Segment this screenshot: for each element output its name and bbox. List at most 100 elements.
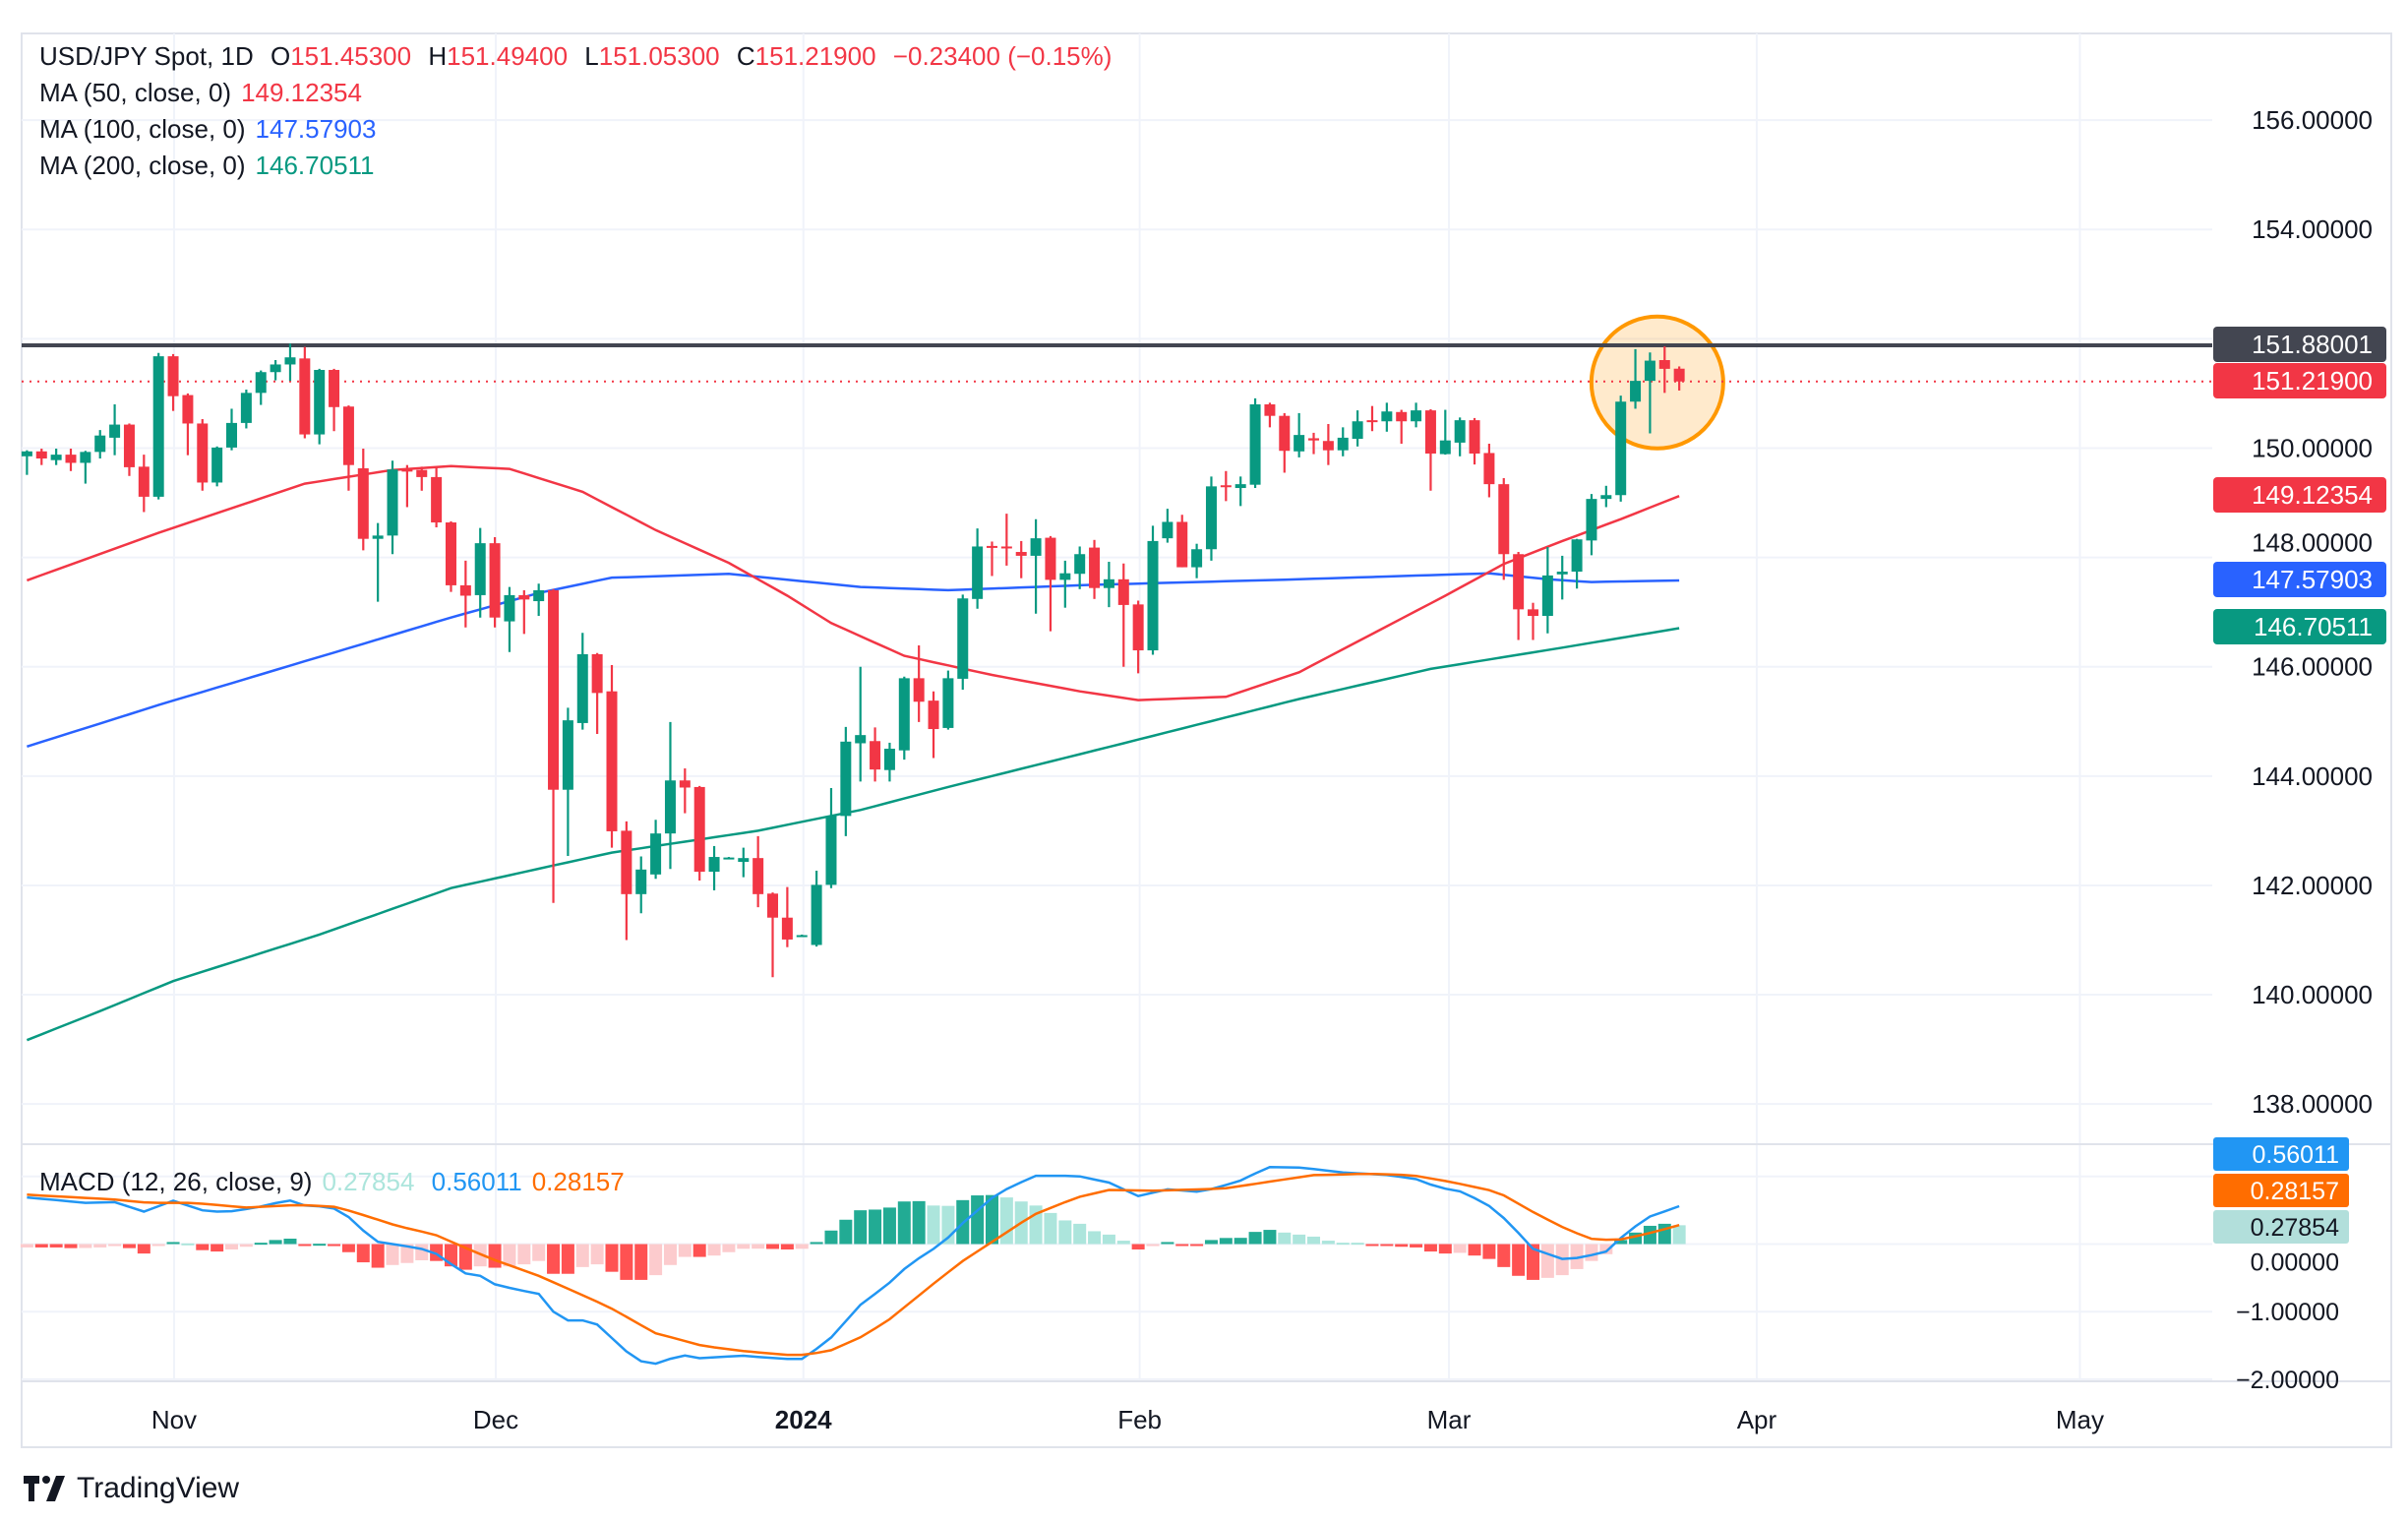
candle-body [167,356,179,396]
candle [1411,402,1422,428]
candle-body [1045,537,1056,580]
candle-body [781,917,793,940]
badge-histogram-text: 0.27854 [2251,1214,2339,1242]
ma200-label[interactable]: MA (200, close, 0) [39,151,246,180]
candle [1556,555,1568,600]
price-axis[interactable]: 156.00000 154.00000 150.00000 148.00000 146.… [2252,105,2373,1119]
time-axis[interactable]: Nov Dec 2024 Feb Mar Apr May [151,1405,2104,1434]
histogram-bar [415,1244,429,1260]
candle-body [1513,554,1525,610]
candle [1586,494,1597,556]
histogram-bar [912,1200,926,1245]
high-value: 151.49400 [447,41,569,71]
price-tick-label: 156.00000 [2252,105,2373,135]
candle [50,449,62,465]
histogram-bar [824,1230,838,1245]
histogram-bar [1395,1244,1409,1248]
candle [1191,543,1203,578]
candle-body [883,749,895,770]
macd-hist-value: 0.27854 [322,1167,415,1196]
tradingview-logo[interactable]: TradingView [24,1472,239,1505]
candle-body [1000,546,1012,549]
highlight-circle [1589,314,1725,451]
candle-body [1117,578,1129,605]
symbol-title[interactable]: USD/JPY Spot, 1D [39,41,254,71]
candle-body [942,678,954,728]
time-tick-label: Feb [1117,1405,1162,1434]
candle [123,423,135,476]
histogram-bar [605,1244,619,1272]
legend-ma50[interactable]: MA (50, close, 0) 149.12354 [39,78,372,107]
histogram-bar [561,1244,574,1274]
ma100-label[interactable]: MA (100, close, 0) [39,114,246,144]
candle-body [825,816,837,885]
close-label: C [736,41,755,71]
macd-label[interactable]: MACD (12, 26, close, 9) [39,1167,313,1196]
candle-body [270,364,281,373]
candle [357,449,369,551]
ma100-value: 147.57903 [255,114,377,144]
histogram-bar [1614,1240,1628,1245]
candle-body [35,451,47,459]
candle-body [1630,381,1642,402]
candle-body [489,543,501,618]
candle [387,460,398,555]
candle [1162,509,1174,543]
candle-body [474,543,486,595]
candle [226,408,238,451]
histogram-bar [590,1244,604,1265]
histogram-bar [620,1244,633,1280]
candle [898,676,910,761]
high-label: H [428,41,448,71]
price-tick-label: 142.00000 [2252,871,2373,900]
legend-ohlc[interactable]: USD/JPY Spot, 1D O151.45300 H151.49400 L… [39,41,1121,71]
signal-line [27,1172,1680,1357]
candle [1381,402,1393,432]
legend-ma100[interactable]: MA (100, close, 0) 147.57903 [39,114,386,144]
macd-axis[interactable]: 0.00000 −1.00000 −2.00000 [2236,1249,2339,1394]
badge-resistance: 151.88001 [2213,327,2386,362]
candle-body [401,469,413,472]
ma50-label[interactable]: MA (50, close, 0) [39,78,232,107]
candle [167,353,179,411]
candle-body [240,393,252,423]
histogram-bar [225,1244,239,1249]
ma200-line [26,627,1680,1042]
candle [591,652,603,735]
candle-body [1059,573,1071,580]
histogram-bar [795,1244,809,1249]
candle [284,343,296,382]
histogram-bar [737,1244,751,1249]
candle-body [372,535,384,539]
candle-body [1264,404,1276,416]
candle [138,455,150,513]
histogram-bar [663,1244,677,1265]
badge-signal-text: 0.28157 [2251,1178,2339,1205]
candle-body [1074,554,1086,575]
candle [1308,432,1320,455]
histogram-bar [575,1244,589,1267]
candle-body [138,466,150,497]
candle-body [986,545,997,548]
candle [1089,539,1101,599]
candle-body [1644,360,1656,382]
histogram-bar [386,1244,399,1265]
candle [738,847,750,878]
histogram-bar [1116,1241,1130,1245]
candle [855,666,867,782]
legend-macd[interactable]: MACD (12, 26, close, 9) 0.27854 0.56011 0.… [39,1167,634,1196]
candle-body [723,857,735,860]
candle [1644,352,1656,434]
candle [80,451,91,484]
candle [1132,600,1144,674]
histogram-bar [137,1244,150,1254]
candle [1513,552,1525,640]
candle-body [416,469,428,477]
histogram-bar [503,1244,516,1267]
candle-body [1615,401,1627,496]
histogram-bar [181,1243,195,1246]
candle [840,726,852,836]
legend-ma200[interactable]: MA (200, close, 0) 146.70511 [39,151,385,180]
candle-body [621,830,632,894]
